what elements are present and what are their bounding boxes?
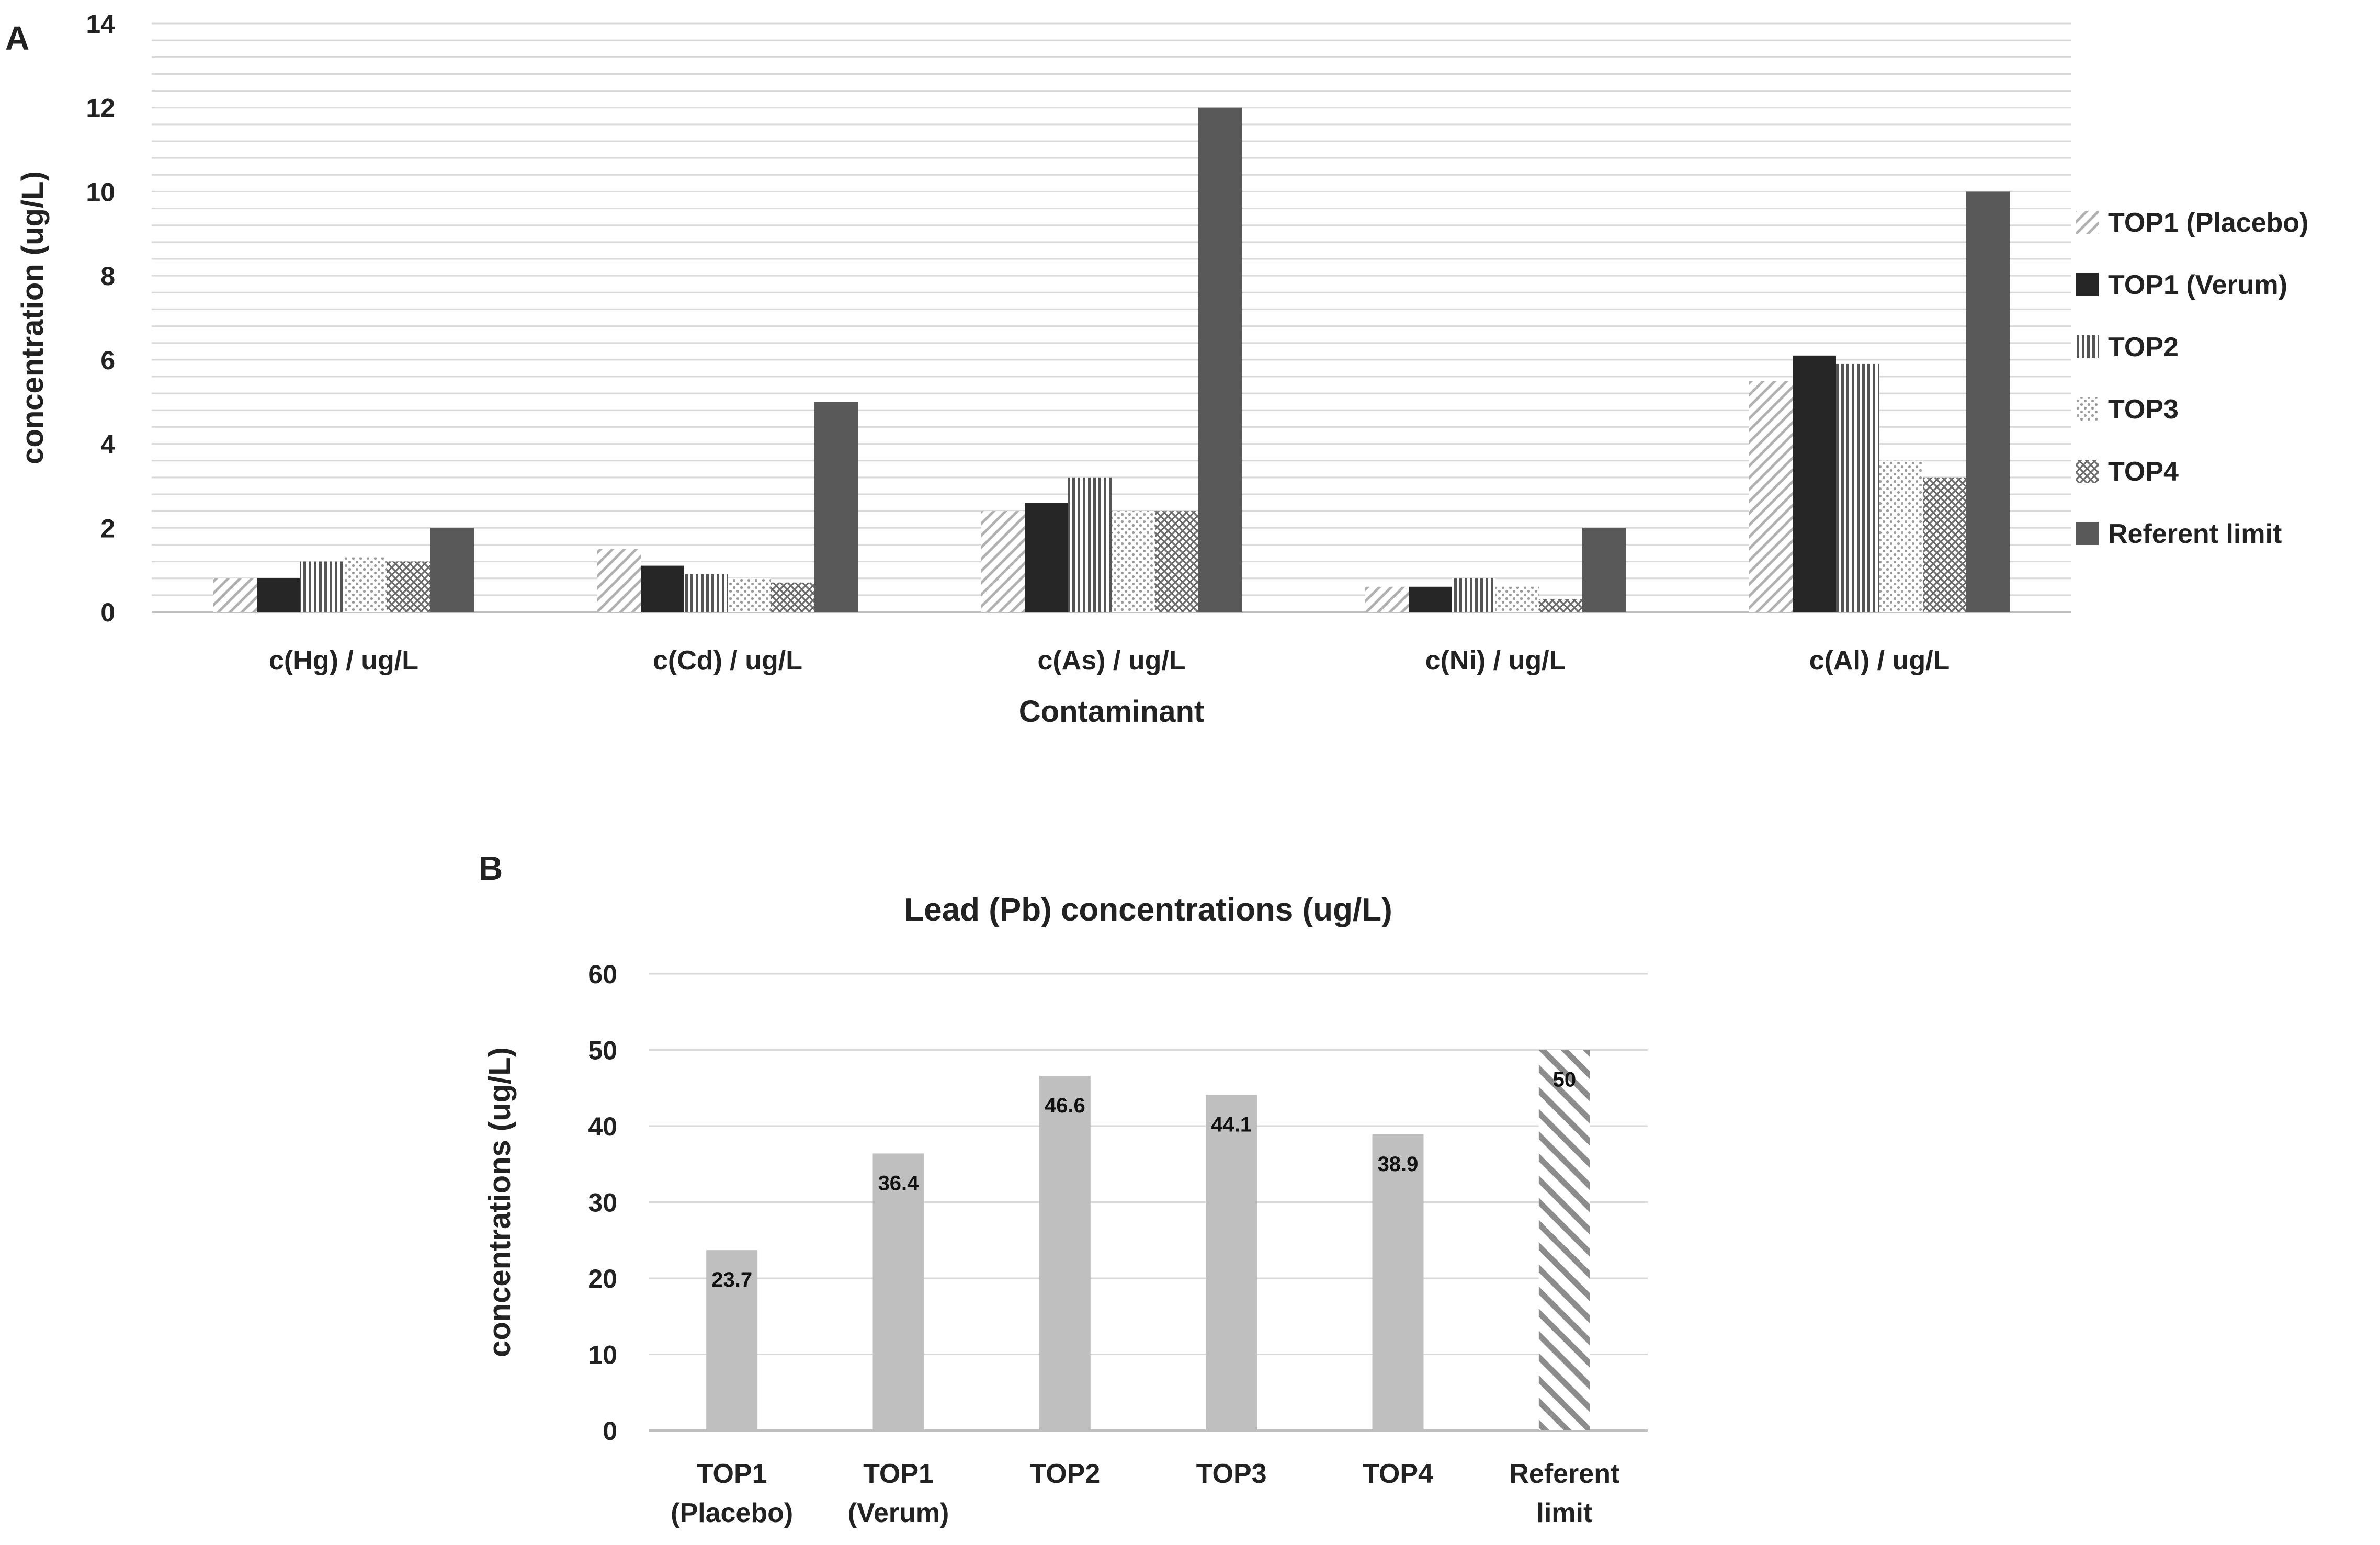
bar-top3-0 (344, 557, 387, 612)
x-category-label: c(Hg) / ug/L (269, 645, 418, 676)
x-category-label: (Verum) (848, 1498, 949, 1528)
y-axis-title: concentrations (ug/L) (483, 1047, 517, 1357)
x-category-label: TOP1 (863, 1459, 934, 1489)
pb-data-label: 46.6 (1045, 1094, 1085, 1117)
bar-top4-3 (1539, 599, 1582, 612)
x-category-label: (Placebo) (671, 1498, 793, 1528)
legend-swatch (2076, 211, 2099, 234)
bar-top1-placebo-2 (981, 511, 1025, 612)
x-category-label: limit (1536, 1498, 1592, 1528)
bar-top1-placebo-3 (1365, 586, 1409, 612)
x-category-label: Referent (1509, 1459, 1619, 1489)
bar-referent-limit-2 (1198, 107, 1242, 612)
bar-top4-0 (387, 561, 430, 612)
legend-label: TOP1 (Placebo) (2108, 208, 2308, 238)
legend-swatch (2076, 397, 2099, 421)
bar-referent-limit-3 (1582, 528, 1626, 612)
pb-bar-3 (1206, 1095, 1257, 1430)
bar-top2-3 (1452, 578, 1495, 612)
x-category-label: c(As) / ug/L (1037, 645, 1185, 676)
bar-top3-1 (728, 578, 771, 612)
pb-data-label: 38.9 (1378, 1153, 1419, 1176)
y-axis-title: concentration (ug/L) (16, 171, 50, 464)
chart-a: 0 2 4 6 8 10 12 14 c(Hg) / ug/L c(Cd) / ug/L c(As)… (16, 9, 2308, 729)
legend-swatch (2076, 335, 2099, 358)
x-axis-title: Contaminant (1019, 695, 1204, 729)
bar-referent-limit-1 (814, 402, 858, 612)
x-category-label: TOP1 (697, 1459, 767, 1489)
x-category-label: c(Al) / ug/L (1809, 645, 1950, 676)
bar-top4-2 (1155, 511, 1198, 612)
y-tick-label: 2 (100, 514, 115, 543)
bar-top1-verum-4 (1793, 355, 1836, 612)
bar-top3-3 (1495, 586, 1539, 612)
bar-top2-0 (300, 561, 344, 612)
panel-a-label: A (5, 19, 29, 57)
bar-top2-2 (1068, 477, 1112, 612)
bar-top3-2 (1112, 511, 1155, 612)
panel-b-label: B (479, 849, 503, 887)
bar-referent-limit-4 (1966, 191, 2010, 612)
pb-data-label: 44.1 (1211, 1113, 1252, 1136)
chart-b: Lead (Pb) concentrations (ug/L) 0 10 20 30 40… (483, 892, 1648, 1528)
bar-top2-1 (684, 574, 728, 612)
y-tick-label: 8 (100, 262, 115, 291)
x-category-label: TOP2 (1029, 1459, 1100, 1489)
bar-top1-placebo-1 (597, 549, 641, 612)
y-tick-label: 20 (588, 1264, 617, 1293)
pb-bar-0 (706, 1250, 758, 1430)
y-tick-label: 40 (588, 1112, 617, 1141)
y-tick-label: 14 (86, 9, 115, 39)
pb-bar-1 (872, 1153, 924, 1430)
y-tick-label: 0 (100, 598, 115, 627)
legend-label: TOP3 (2108, 394, 2179, 425)
pb-bar-4 (1372, 1134, 1424, 1430)
y-tick-label: 4 (100, 430, 115, 459)
y-tick-label: 50 (588, 1036, 617, 1065)
legend-label: TOP2 (2108, 332, 2179, 362)
legend-label: TOP1 (Verum) (2108, 270, 2287, 300)
bar-referent-limit-0 (430, 528, 474, 612)
legend-swatch (2076, 273, 2099, 296)
y-tick-label: 0 (603, 1416, 617, 1446)
y-tick-label: 30 (588, 1188, 617, 1218)
pb-data-label: 50 (1553, 1069, 1577, 1092)
bar-top1-verum-0 (257, 578, 300, 612)
legend-label: TOP4 (2108, 457, 2179, 487)
bar-top2-4 (1836, 363, 1879, 612)
x-category-label: TOP4 (1363, 1459, 1433, 1489)
bar-top1-placebo-4 (1749, 381, 1793, 612)
bar-top1-verum-2 (1025, 503, 1068, 612)
bar-top4-1 (771, 582, 814, 612)
x-category-label: TOP3 (1196, 1459, 1267, 1489)
y-tick-label: 10 (588, 1340, 617, 1370)
y-tick-label: 10 (86, 177, 115, 207)
bar-top1-placebo-0 (213, 578, 257, 612)
pb-bar-5 (1538, 1050, 1590, 1430)
pb-bar-2 (1039, 1075, 1091, 1430)
bar-top4-4 (1923, 477, 1966, 612)
y-tick-label: 60 (588, 960, 617, 989)
pb-data-label: 36.4 (878, 1172, 920, 1195)
y-tick-label: 12 (86, 94, 115, 123)
y-tick-label: 6 (100, 346, 115, 375)
legend-label: Referent limit (2108, 519, 2282, 549)
pb-data-label: 23.7 (711, 1268, 752, 1291)
x-category-label: c(Ni) / ug/L (1425, 645, 1566, 676)
bar-top3-4 (1879, 460, 1923, 612)
legend-swatch (2076, 522, 2099, 545)
x-category-label: c(Cd) / ug/L (653, 645, 802, 676)
chart-b-title: Lead (Pb) concentrations (ug/L) (904, 892, 1392, 928)
legend-swatch (2076, 460, 2099, 483)
bar-top1-verum-1 (641, 565, 684, 612)
bar-top1-verum-3 (1409, 586, 1452, 612)
